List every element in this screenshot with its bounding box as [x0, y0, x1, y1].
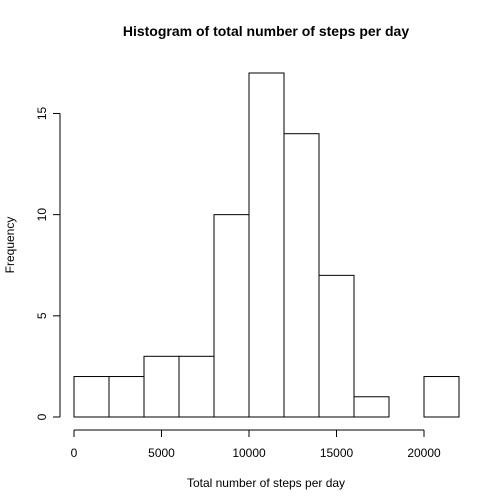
y-tick-label: 0	[35, 413, 49, 420]
y-axis-title: Frequency	[3, 217, 17, 274]
y-axis: 0 5 10 15	[35, 106, 61, 420]
x-axis: 0 5000 10000 15000 20000	[71, 429, 441, 460]
x-tick-label: 20000	[407, 446, 441, 460]
x-tick-label: 5000	[148, 446, 175, 460]
x-tick-label: 0	[71, 446, 78, 460]
histogram-bar	[178, 355, 215, 418]
histogram-bar	[423, 376, 460, 418]
histogram-bar	[318, 274, 355, 418]
bars-group	[73, 72, 460, 418]
y-tick-label: 5	[35, 312, 49, 319]
x-tick-label: 10000	[232, 446, 266, 460]
y-tick-label: 15	[35, 106, 49, 120]
chart-title: Histogram of total number of steps per d…	[123, 23, 409, 39]
histogram-bar	[213, 214, 250, 418]
histogram-bar	[248, 72, 285, 418]
x-axis-title: Total number of steps per day	[187, 476, 345, 490]
histogram-bar	[283, 133, 320, 418]
x-tick-label: 15000	[320, 446, 354, 460]
histogram-bar	[108, 376, 145, 418]
histogram-bar	[73, 376, 110, 418]
histogram-bar	[353, 396, 390, 418]
histogram-bar	[143, 355, 180, 418]
y-tick-label: 10	[35, 208, 49, 222]
